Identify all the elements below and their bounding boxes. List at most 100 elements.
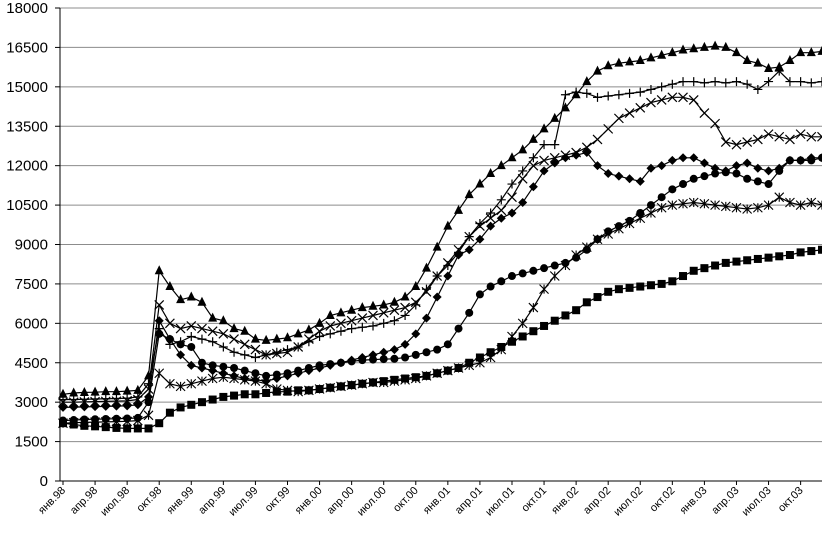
data-point-square	[582, 298, 591, 307]
data-point-diamond	[753, 163, 763, 173]
data-point-x	[293, 342, 304, 352]
data-point-square	[80, 421, 89, 430]
x-tick-label: янв.01	[421, 485, 453, 517]
data-point-circle	[775, 166, 784, 175]
data-point-circle	[433, 345, 442, 354]
data-point-circle	[262, 371, 271, 380]
data-point-x	[282, 347, 293, 358]
data-point-triangle	[817, 45, 822, 55]
data-point-x	[79, 396, 90, 407]
data-point-square	[59, 419, 67, 428]
data-point-x	[742, 137, 753, 147]
data-point-circle	[326, 360, 335, 369]
data-point-asterisk	[678, 198, 688, 209]
data-point-asterisk	[560, 260, 571, 271]
data-point-triangle	[454, 204, 464, 214]
data-point-square	[219, 392, 228, 401]
data-point-x	[229, 334, 239, 345]
data-point-plus	[678, 77, 688, 87]
x-tick-label: окт.99	[263, 485, 293, 515]
data-point-x	[442, 257, 453, 268]
x-tick-label: янв.99	[164, 485, 196, 517]
data-point-asterisk	[742, 204, 753, 214]
data-point-triangle	[165, 281, 175, 291]
data-point-diamond	[90, 402, 100, 412]
x-tick-label: июл.01	[483, 485, 517, 519]
data-point-x	[688, 95, 699, 105]
data-point-circle	[657, 193, 666, 202]
data-point-plus	[667, 79, 677, 89]
y-tick-label: 13500	[6, 118, 48, 135]
data-point-x	[464, 231, 475, 242]
data-point-square	[208, 395, 217, 404]
data-point-triangle	[486, 168, 496, 178]
data-point-x	[613, 113, 624, 124]
data-point-square	[593, 293, 602, 302]
data-point-square	[679, 272, 688, 281]
data-point-circle	[251, 369, 260, 378]
series-line	[62, 196, 822, 424]
y-tick-label: 15000	[6, 79, 48, 96]
data-point-triangle	[678, 44, 688, 54]
data-point-x	[603, 123, 614, 134]
data-point-diamond	[646, 163, 656, 173]
data-point-x	[795, 129, 806, 140]
data-point-x	[720, 137, 731, 147]
data-point-asterisk	[539, 284, 549, 295]
data-point-plus	[817, 77, 822, 87]
series-asterisk	[58, 192, 822, 429]
data-point-diamond	[122, 401, 132, 411]
data-point-x	[410, 297, 421, 308]
data-point-x	[122, 395, 133, 406]
x-tick-label: апр.01	[453, 485, 485, 517]
data-point-x	[667, 92, 678, 103]
data-point-diamond	[389, 345, 399, 355]
data-point-square	[818, 245, 822, 254]
data-point-asterisk	[528, 302, 539, 313]
data-point-x	[250, 344, 261, 355]
data-point-square	[625, 283, 634, 292]
data-point-triangle	[240, 325, 250, 335]
data-point-circle	[689, 174, 698, 183]
data-point-x	[485, 213, 496, 224]
data-point-plus	[208, 337, 218, 347]
data-point-asterisk	[785, 197, 795, 208]
data-point-triangle	[304, 324, 314, 334]
data-point-x	[710, 118, 721, 129]
data-point-square	[604, 287, 613, 296]
data-point-asterisk	[250, 376, 261, 387]
data-point-square	[711, 261, 720, 270]
data-point-diamond	[186, 360, 196, 370]
data-point-square	[336, 382, 345, 391]
data-point-triangle	[315, 317, 325, 327]
data-point-plus	[603, 91, 613, 101]
data-point-diamond	[111, 401, 121, 411]
data-point-diamond	[593, 161, 603, 171]
data-point-triangle	[389, 296, 399, 306]
data-point-circle	[721, 168, 730, 177]
data-point-square	[475, 353, 484, 362]
data-point-x	[164, 318, 175, 329]
data-point-triangle	[625, 56, 635, 66]
data-point-square	[91, 422, 100, 431]
data-point-diamond	[625, 174, 635, 184]
data-point-x	[271, 348, 282, 359]
data-point-asterisk	[175, 381, 186, 392]
data-point-x	[581, 142, 592, 153]
data-point-circle	[283, 369, 292, 378]
data-point-x	[678, 92, 688, 103]
data-point-diamond	[69, 402, 79, 412]
data-point-plus	[507, 179, 517, 189]
data-point-x	[197, 323, 207, 334]
data-point-diamond	[507, 208, 517, 218]
data-point-circle	[358, 356, 367, 365]
data-point-circle	[700, 172, 709, 181]
series-triangle	[58, 40, 822, 398]
data-point-asterisk	[592, 234, 603, 245]
data-point-plus	[272, 347, 282, 357]
data-point-asterisk	[517, 318, 528, 329]
data-point-diamond	[614, 171, 624, 181]
data-point-x	[368, 310, 378, 321]
data-point-circle	[230, 364, 239, 373]
